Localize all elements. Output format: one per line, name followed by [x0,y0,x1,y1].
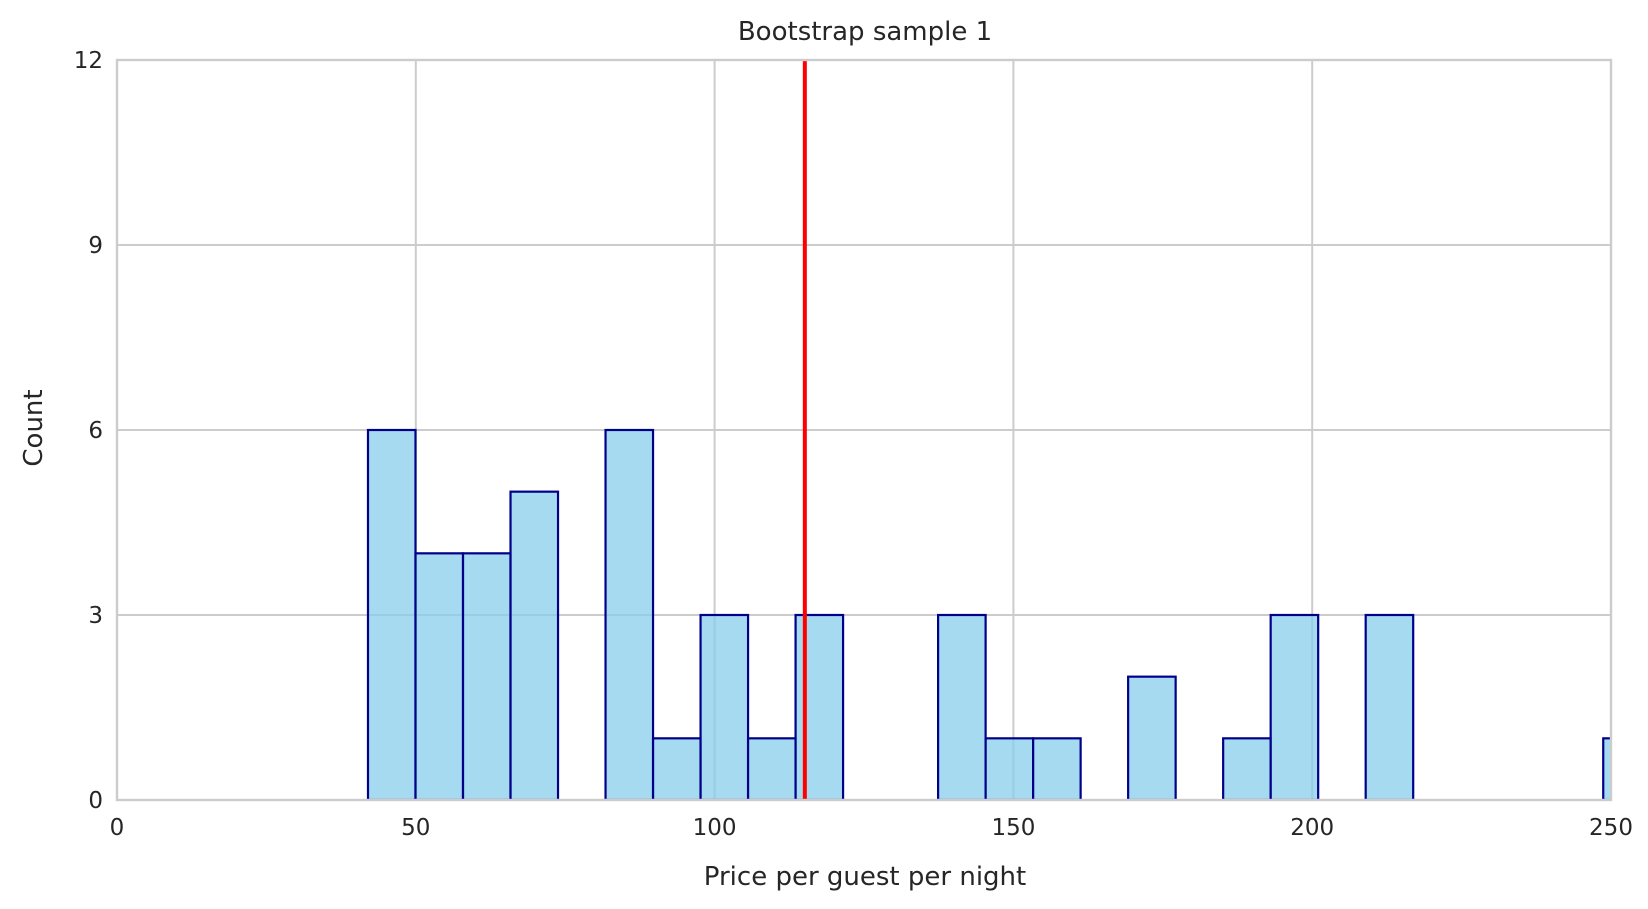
histogram-bar [937,613,987,800]
y-tick-label: 9 [88,233,103,259]
y-tick-label: 0 [88,788,103,814]
tick-labels: 0 50 100 150 200 250 0 3 6 9 12 [74,48,1633,841]
histogram-bar [461,552,512,800]
histogram-bar [1127,675,1177,800]
histogram-bar [699,613,750,800]
chart-title: Bootstrap sample 1 [738,17,992,47]
x-tick-label: 100 [693,815,737,841]
plot-border [115,58,1613,802]
y-axis-title: Count [19,389,49,466]
histogram-bar [746,737,797,800]
x-tick-label: 150 [991,815,1035,841]
histogram-bar [1032,737,1082,800]
histogram-bar [1602,737,1611,800]
histogram-bar [651,737,702,800]
y-tick-label: 12 [74,48,103,74]
histogram-bar [604,428,655,800]
histogram-bar [509,490,560,800]
y-tick-label: 6 [88,418,103,444]
x-tick-label: 0 [110,815,125,841]
histogram-bar [414,552,465,800]
y-tick-label: 3 [88,603,103,629]
x-tick-label: 200 [1290,815,1334,841]
plot-frame [115,58,1613,802]
x-tick-label: 250 [1589,815,1633,841]
histogram-bar [984,737,1035,800]
histogram-bar [1222,737,1272,800]
histogram-bar [794,613,845,800]
x-axis-title: Price per guest per night [704,862,1026,892]
histogram-bars [366,428,1611,800]
histogram-bar [366,428,417,800]
histogram-bar [1364,613,1415,800]
x-tick-label: 50 [401,815,430,841]
histogram-bar [1269,613,1320,800]
